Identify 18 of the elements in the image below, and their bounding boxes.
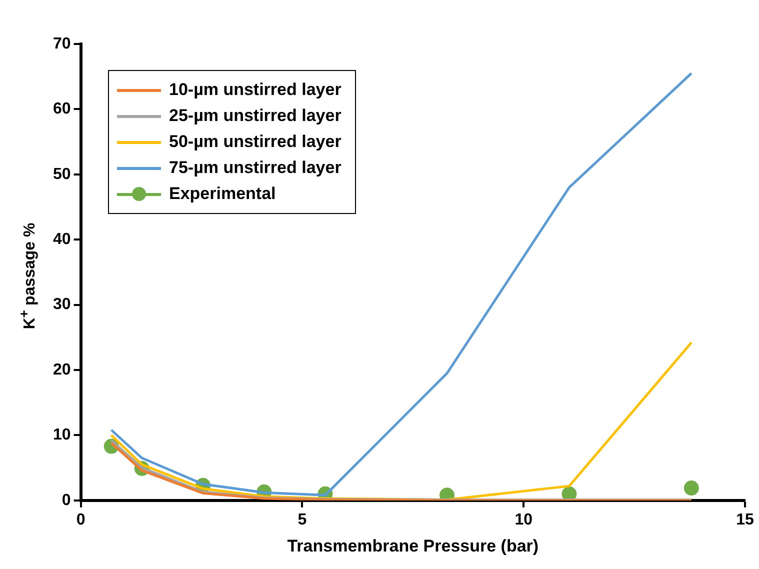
legend-label: 10-µm unstirred layer (169, 80, 342, 100)
x-tick-label: 5 (298, 511, 307, 528)
y-tick-label: 0 (62, 492, 71, 509)
legend-label: 50-µm unstirred layer (169, 132, 342, 152)
y-tick-label: 50 (53, 166, 71, 183)
y-tick-label: 20 (53, 361, 71, 378)
legend-label: 75-µm unstirred layer (169, 158, 342, 178)
legend-label: 25-µm unstirred layer (169, 106, 342, 126)
y-tick-label: 30 (53, 296, 71, 314)
x-tick-label: 15 (736, 511, 754, 528)
y-tick-label: 40 (53, 231, 71, 248)
x-tick-label: 0 (76, 511, 86, 528)
y-tick-label: 60 (53, 100, 71, 118)
x-tick-label: 10 (514, 511, 533, 528)
y-tick-label: 70 (53, 35, 71, 52)
x-axis-title: Transmembrane Pressure (bar) (287, 536, 539, 556)
legend-label: Experimental (169, 184, 276, 204)
y-tick-label: 10 (53, 426, 71, 444)
